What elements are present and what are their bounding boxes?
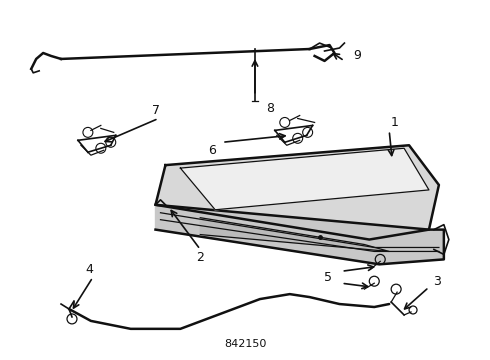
Polygon shape	[200, 218, 389, 251]
Polygon shape	[155, 145, 439, 239]
Text: 7: 7	[151, 104, 160, 117]
Text: 842150: 842150	[224, 339, 266, 349]
Polygon shape	[155, 205, 444, 264]
Text: 3: 3	[433, 275, 441, 288]
Text: 4: 4	[85, 263, 93, 276]
Text: 2: 2	[196, 251, 204, 264]
Text: 1: 1	[390, 116, 398, 129]
Text: 9: 9	[353, 49, 361, 63]
Text: 6: 6	[208, 144, 216, 157]
Polygon shape	[180, 148, 429, 210]
Text: 5: 5	[323, 271, 332, 284]
Text: 8: 8	[266, 102, 274, 115]
